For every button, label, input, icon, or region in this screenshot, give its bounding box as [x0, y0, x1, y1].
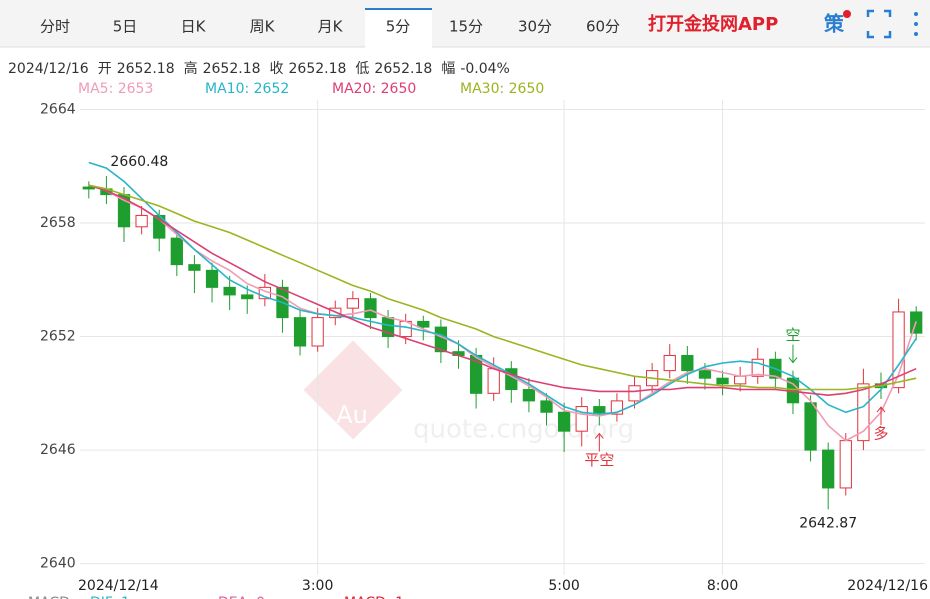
candle-body: [610, 400, 624, 415]
signal-arrowhead: [788, 357, 798, 364]
header-label: 幅: [441, 61, 455, 77]
ma-legend: MA5: 2653 MA10: 2652 MA20: 2650 MA30: 2650: [78, 81, 544, 97]
candle-body: [751, 358, 764, 377]
y-tick-label: 2664: [40, 101, 76, 117]
legend-entry: MA5: 2653: [78, 81, 153, 97]
candle-body: [223, 286, 236, 296]
x-tick-label: 5:00: [548, 578, 579, 594]
header-value: 2652.18: [289, 61, 347, 77]
candle-body: [170, 237, 183, 266]
candle-body: [346, 298, 359, 309]
macd-legend: DEA: 0: [218, 595, 265, 599]
candle-body: [839, 440, 852, 489]
candle-body: [311, 317, 324, 347]
legend-entry: MA10: 2652: [205, 81, 289, 97]
tab[interactable]: 60分: [586, 18, 620, 36]
tab[interactable]: 5日: [113, 18, 138, 36]
candle-body: [82, 186, 95, 190]
candle-body: [293, 317, 307, 347]
y-tick-label: 2652: [40, 329, 76, 345]
tab[interactable]: 15分: [449, 18, 483, 36]
candle-body: [698, 370, 712, 379]
y-tick-label: 2646: [40, 442, 76, 458]
ma-line: [88, 184, 917, 391]
legend-entry: MA20: 2650: [332, 81, 416, 97]
signal-label: 平空: [584, 451, 614, 469]
candle-body: [540, 400, 553, 413]
app-link[interactable]: 打开金投网APP: [648, 13, 778, 35]
candle-body: [241, 294, 254, 300]
x-tick-label: 8:00: [707, 578, 738, 594]
tab-bar: [0, 0, 930, 47]
header-date: 2024/12/16: [8, 61, 89, 77]
min-annotation: 2642.87: [799, 515, 857, 531]
macd-legend: MACD: [28, 595, 70, 599]
signal-label: 多: [873, 425, 888, 443]
header-info: 2024/12/16 开 2652.18 高 2652.18 收 2652.18 低 2652.…: [8, 60, 510, 77]
x-tick-label: 3:00: [302, 578, 333, 594]
candle-body: [329, 307, 342, 319]
candle-body: [857, 383, 870, 442]
more-icon[interactable]: [914, 12, 918, 36]
candle-body: [663, 354, 676, 372]
candle-body: [557, 411, 571, 432]
candle-body: [734, 375, 747, 385]
header-value: 2652.18: [374, 61, 432, 77]
candle-body: [135, 214, 148, 228]
tab[interactable]: 30分: [518, 18, 552, 36]
x-tick-label: 2024/12/16: [847, 578, 928, 594]
signal-arrowhead: [594, 432, 604, 439]
tab[interactable]: 5分: [386, 18, 411, 36]
macd-legend: MACD: 1: [344, 595, 404, 599]
watermark-url: quote.cngold.org: [413, 415, 634, 445]
signal-label: 空: [785, 326, 800, 344]
candle-body: [188, 264, 201, 271]
candle-body: [716, 377, 729, 385]
active-tab: [365, 8, 432, 48]
candle-body: [364, 298, 377, 319]
candle-body: [822, 449, 835, 489]
header-label: 开: [98, 61, 112, 77]
y-tick-label: 2640: [40, 556, 76, 572]
macd-legend: DIF: 1: [90, 595, 130, 599]
max-annotation: 2660.48: [110, 154, 168, 170]
strategy-icon[interactable]: 策: [824, 12, 845, 36]
header-value: 2652.18: [117, 61, 175, 77]
tab[interactable]: 日K: [181, 18, 207, 36]
header-value: -0.04%: [460, 61, 510, 77]
y-tick-label: 2658: [40, 215, 76, 231]
fullscreen-icon[interactable]: [866, 9, 892, 39]
candle-body: [804, 402, 817, 451]
tab[interactable]: 月K: [318, 18, 344, 36]
header-label: 收: [270, 61, 284, 77]
candle-body: [417, 320, 430, 328]
candle-body: [892, 311, 905, 389]
candle-body: [205, 269, 219, 288]
tab[interactable]: 周K: [250, 18, 276, 36]
candle-body: [487, 368, 500, 394]
badge: [843, 10, 851, 18]
candle-body: [575, 406, 588, 432]
x-tick-label: 2024/12/14: [78, 578, 159, 594]
candle-body: [681, 354, 694, 372]
candle-body: [628, 385, 641, 402]
header-label: 高: [184, 60, 198, 77]
tab[interactable]: 分时: [40, 18, 70, 36]
watermark-logo: Au: [336, 401, 368, 429]
header-value: 2652.18: [203, 61, 261, 77]
header-label: 低: [355, 61, 369, 77]
candle-body: [522, 389, 536, 402]
ma-line: [88, 184, 917, 397]
signal-arrowhead: [876, 406, 886, 413]
ma-line: [88, 161, 917, 415]
legend-entry: MA30: 2650: [460, 81, 544, 97]
